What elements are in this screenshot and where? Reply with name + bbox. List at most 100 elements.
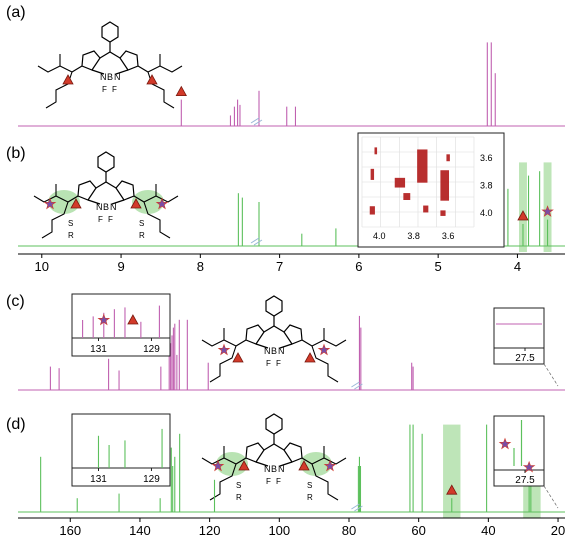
- triangle-marker: [304, 352, 316, 363]
- inset-left-frame: [71, 413, 171, 487]
- atom-label-r: R: [68, 231, 74, 240]
- x-tick-label: 40: [481, 523, 495, 538]
- atom-label-f: F: [98, 215, 103, 224]
- highlight-band: [519, 162, 527, 252]
- inset-connector: [543, 485, 559, 509]
- axis-break-mark: [253, 119, 263, 126]
- inset-x-tick-label: 27.5: [515, 475, 535, 486]
- inset-right-frame: [493, 307, 545, 365]
- atom-label-s: S: [68, 219, 73, 228]
- x-tick-label: 60: [411, 523, 425, 538]
- axis-break-mark: [351, 381, 360, 388]
- atom-label-f: F: [266, 359, 271, 368]
- x-tick-label: 4: [514, 259, 521, 274]
- heatmap-blob: [374, 147, 378, 155]
- atom-label-f: F: [112, 85, 117, 94]
- atom-label-f: F: [276, 477, 281, 486]
- panel-label-b: (b): [6, 145, 26, 162]
- structure-d: N B N F F S S R R: [201, 413, 347, 502]
- structure-a: N B N F F: [37, 21, 183, 109]
- x-tick-label: 6: [355, 259, 362, 274]
- atom-label-f: F: [266, 477, 271, 486]
- x-tick-label: 10: [35, 259, 49, 274]
- structure-b: N B N F F S S R R: [33, 151, 179, 240]
- panel-label-d: (d): [6, 416, 26, 433]
- atom-label-n: N: [114, 72, 121, 82]
- x-tick-label: 8: [197, 259, 204, 274]
- triangle-marker: [175, 86, 187, 96]
- atom-label-b: B: [271, 346, 277, 356]
- spectra: [18, 42, 565, 513]
- heatmap-blob: [369, 206, 375, 215]
- atom-label-s: S: [236, 481, 241, 490]
- x-tick-label: 5: [435, 259, 442, 274]
- heatmap-blob: [446, 154, 450, 162]
- atom-label-r: R: [139, 231, 145, 240]
- inset-y-tick-label: 3.6: [480, 153, 493, 163]
- atom-label-n: N: [100, 72, 107, 82]
- atom-label-b: B: [103, 202, 109, 212]
- atom-label-r: R: [307, 493, 313, 502]
- star-marker: [218, 344, 230, 355]
- axis-break-mark: [250, 117, 260, 124]
- triangle-marker: [232, 352, 244, 363]
- inset-right-frame: [493, 415, 545, 487]
- atom-label-n: N: [278, 464, 285, 474]
- inset-x-tick-label: 3.8: [407, 231, 420, 241]
- atom-label-f: F: [108, 215, 113, 224]
- inset-y-tick-label: 3.8: [480, 180, 493, 190]
- atom-label-n: N: [278, 346, 285, 356]
- heatmap-blob: [440, 210, 446, 216]
- heatmap-blob: [417, 149, 428, 183]
- structure-c: N B N F F: [201, 295, 347, 383]
- heatmap-blob: [370, 168, 375, 180]
- inset-x-tick-label: 129: [143, 344, 160, 355]
- insets: 4.0 3.8 3.6 3.6 3.8 4.0 131 129 27.5 131 129 27.5: [71, 132, 559, 509]
- atom-label-f: F: [102, 85, 107, 94]
- x-tick-label: 160: [59, 523, 81, 538]
- atom-label-n: N: [264, 346, 271, 356]
- axes: 10 9 8 7 6 5 4 160 140 120 100 80 60 40 20: [18, 253, 565, 538]
- axis-break-mark: [250, 237, 260, 244]
- axis-break-mark: [354, 505, 363, 512]
- atom-label-s: S: [139, 219, 144, 228]
- inset-x-tick-label: 129: [143, 474, 160, 485]
- heatmap-blob: [394, 177, 406, 188]
- x-tick-label: 80: [342, 523, 356, 538]
- x-tick-label: 7: [276, 259, 283, 274]
- heatmap-blob: [423, 205, 429, 213]
- atom-label-f: F: [276, 359, 281, 368]
- highlight-band: [443, 424, 461, 518]
- triangle-marker: [62, 74, 74, 85]
- atom-label-n: N: [110, 202, 117, 212]
- inset-x-tick-label: 27.5: [515, 353, 535, 364]
- axis-break-mark: [253, 239, 263, 246]
- panel-label-a: (a): [6, 4, 26, 21]
- inset-x-tick-label: 131: [90, 344, 107, 355]
- x-tick-label: 100: [268, 523, 290, 538]
- axis-break-mark: [351, 503, 360, 510]
- inset-y-tick-label: 4.0: [480, 208, 493, 218]
- inset-x-tick-label: 131: [90, 474, 107, 485]
- inset-connector: [543, 363, 559, 387]
- x-tick-label: 9: [117, 259, 124, 274]
- triangle-marker: [146, 74, 158, 85]
- axis-break-mark: [354, 383, 363, 390]
- inset-left-frame: [71, 293, 171, 357]
- heatmap-blob: [440, 170, 450, 201]
- star-marker: [318, 344, 330, 355]
- atom-label-b: B: [271, 464, 277, 474]
- x-tick-label: 20: [551, 523, 565, 538]
- atom-label-b: B: [107, 72, 113, 82]
- x-tick-label: 140: [129, 523, 151, 538]
- panel-label-c: (c): [6, 293, 25, 310]
- heatmap-blob: [403, 193, 411, 200]
- atom-label-s: S: [307, 481, 312, 490]
- inset-x-tick-label: 3.6: [442, 231, 455, 241]
- atom-label-r: R: [236, 493, 242, 502]
- atom-label-n: N: [264, 464, 271, 474]
- inset-x-tick-label: 4.0: [373, 231, 386, 241]
- x-tick-label: 120: [199, 523, 221, 538]
- atom-label-n: N: [96, 202, 103, 212]
